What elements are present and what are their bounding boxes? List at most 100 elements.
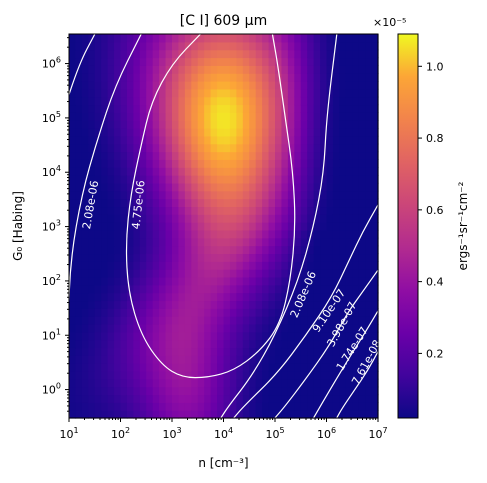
heatmap-cell: [313, 135, 321, 145]
heatmap-cell: [126, 370, 134, 380]
heatmap-cell: [81, 276, 89, 286]
heatmap-cell: [178, 34, 186, 43]
heatmap-cell: [120, 112, 128, 121]
heatmap-cell: [281, 347, 289, 356]
heatmap-cell: [126, 167, 134, 176]
heatmap-cell: [223, 206, 231, 215]
heatmap-cell: [371, 261, 379, 270]
heatmap-cell: [294, 237, 302, 247]
heatmap-cell: [242, 167, 250, 176]
heatmap-cell: [197, 269, 205, 278]
heatmap-cell: [146, 394, 154, 403]
heatmap-cell: [339, 65, 347, 74]
heatmap-cell: [287, 41, 295, 51]
heatmap-cell: [139, 370, 147, 380]
heatmap-cell: [249, 41, 257, 51]
heatmap-cell: [178, 323, 186, 333]
heatmap-cell: [262, 190, 270, 200]
heatmap-cell: [281, 120, 289, 129]
heatmap-cell: [345, 175, 353, 184]
heatmap-cell: [120, 269, 128, 278]
heatmap-cell: [275, 331, 283, 341]
contour-label: 9.10e-07: [43, 101, 69, 152]
heatmap-cell: [294, 135, 302, 145]
heatmap-cell: [133, 269, 141, 278]
heatmap-cell: [358, 198, 366, 208]
heatmap-cell: [339, 175, 347, 184]
heatmap-cell: [210, 339, 218, 349]
heatmap-cell: [358, 370, 366, 380]
heatmap-cell: [107, 49, 115, 59]
heatmap-cell: [236, 73, 244, 82]
heatmap-cell: [371, 41, 379, 51]
heatmap-cell: [197, 190, 205, 200]
heatmap-cell: [88, 34, 96, 43]
heatmap-cell: [242, 276, 250, 286]
heatmap-cell: [101, 65, 109, 74]
heatmap-cell: [146, 120, 154, 129]
heatmap-cell: [320, 41, 328, 51]
heatmap-cell: [210, 245, 218, 255]
heatmap-cell: [307, 182, 315, 192]
heatmap-cell: [255, 222, 263, 231]
heatmap-cell: [255, 292, 263, 302]
heatmap-cell: [313, 269, 321, 278]
heatmap-cell: [184, 269, 192, 278]
heatmap-cell: [268, 120, 276, 129]
heatmap-cell: [339, 159, 347, 168]
heatmap-cell: [204, 151, 212, 160]
heatmap-cell: [320, 269, 328, 278]
heatmap-cell: [88, 143, 96, 153]
heatmap-cell: [184, 308, 192, 317]
heatmap-cell: [191, 104, 199, 113]
heatmap-cell: [139, 355, 147, 364]
heatmap-cell: [255, 229, 263, 239]
heatmap-cell: [313, 57, 321, 66]
colorbar-tick-label: 1.0: [426, 60, 444, 73]
heatmap-cell: [268, 88, 276, 98]
heatmap-cell: [300, 292, 308, 302]
heatmap-cell: [69, 120, 77, 129]
heatmap-cell: [371, 175, 379, 184]
heatmap-cell: [88, 81, 96, 90]
heatmap-cell: [75, 120, 83, 129]
y-tick-label: 103: [42, 219, 61, 234]
heatmap-cell: [184, 65, 192, 74]
heatmap-cell: [339, 34, 347, 43]
heatmap-cell: [197, 370, 205, 380]
heatmap-cell: [365, 237, 373, 247]
heatmap-cell: [300, 73, 308, 82]
heatmap-cell: [191, 394, 199, 403]
heatmap-cell: [223, 363, 231, 372]
heatmap-cell: [133, 34, 141, 43]
heatmap-cell: [210, 292, 218, 302]
heatmap-cell: [236, 229, 244, 239]
heatmap-cell: [88, 284, 96, 294]
heatmap-cell: [262, 135, 270, 145]
heatmap-cell: [287, 347, 295, 356]
heatmap-cell: [197, 175, 205, 184]
heatmap-cell: [352, 104, 360, 113]
heatmap-cell: [197, 386, 205, 396]
heatmap-cell: [114, 269, 122, 278]
heatmap-cell: [88, 206, 96, 215]
heatmap-cell: [159, 206, 167, 215]
heatmap-cell: [69, 167, 77, 176]
heatmap-cell: [313, 198, 321, 208]
heatmap-cell: [313, 276, 321, 286]
heatmap-cell: [120, 316, 128, 325]
heatmap-cell: [339, 49, 347, 59]
heatmap-cell: [133, 182, 141, 192]
heatmap-cell: [313, 347, 321, 356]
heatmap-cell: [300, 402, 308, 411]
heatmap-cell: [81, 65, 89, 74]
heatmap-cell: [255, 120, 263, 129]
heatmap-cell: [287, 363, 295, 372]
heatmap-cell: [262, 269, 270, 278]
heatmap-cell: [365, 159, 373, 168]
heatmap-cell: [178, 175, 186, 184]
heatmap-cell: [126, 245, 134, 255]
heatmap-cell: [152, 363, 160, 372]
heatmap-cell: [178, 300, 186, 309]
heatmap-cell: [262, 253, 270, 262]
